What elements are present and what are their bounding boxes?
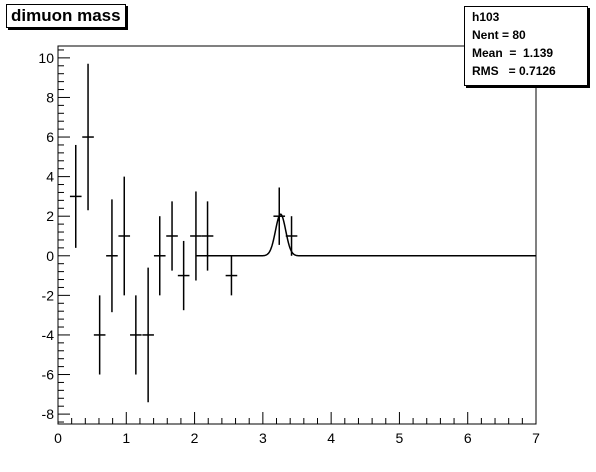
x-tick-label: 0 bbox=[54, 430, 62, 446]
data-point bbox=[273, 187, 286, 245]
data-point bbox=[166, 201, 178, 271]
y-tick-label: 10 bbox=[38, 50, 54, 66]
histogram-title: dimuon mass bbox=[6, 4, 126, 28]
axes: 0 1 2 3 4 5 6 7 -8 -6 -4 -2 0 2 4 6 8 10 bbox=[38, 46, 540, 446]
y-tick-label: -4 bbox=[42, 327, 55, 343]
data-point bbox=[201, 201, 214, 271]
data-point bbox=[106, 199, 118, 313]
x-tick-label: 6 bbox=[464, 430, 472, 446]
x-tick-label: 3 bbox=[259, 430, 267, 446]
stats-entries: Nent = 80 bbox=[472, 28, 526, 42]
y-tick-label: -2 bbox=[42, 287, 55, 303]
y-tick-label: -6 bbox=[42, 367, 55, 383]
x-tick-label: 4 bbox=[327, 430, 335, 446]
data-point bbox=[285, 216, 298, 256]
x-tick-label: 1 bbox=[122, 430, 130, 446]
y-tick-label: 0 bbox=[46, 248, 54, 264]
y-tick-label: 4 bbox=[46, 169, 54, 185]
y-tick-label: 8 bbox=[46, 89, 54, 105]
data-point bbox=[225, 255, 238, 296]
x-tick-label: 5 bbox=[396, 430, 404, 446]
data-point bbox=[82, 63, 94, 211]
data-point bbox=[93, 295, 106, 375]
stats-rms: RMS = 0.7126 bbox=[472, 64, 556, 78]
gaussian-fit-curve bbox=[195, 213, 536, 257]
data-point bbox=[190, 191, 202, 281]
x-tick-label: 7 bbox=[532, 430, 540, 446]
data-point bbox=[153, 216, 166, 296]
y-tick-label: -8 bbox=[42, 406, 55, 422]
data-point bbox=[69, 144, 82, 248]
data-point bbox=[142, 267, 154, 403]
data-points bbox=[69, 63, 298, 403]
x-tick-label: 2 bbox=[191, 430, 199, 446]
plot-frame bbox=[57, 45, 537, 425]
stats-mean: Mean = 1.139 bbox=[472, 46, 554, 60]
data-point bbox=[118, 176, 131, 296]
stats-box: h103 Nent = 80 Mean = 1.139 RMS = 0.7126 bbox=[464, 6, 588, 86]
y-tick-label: 6 bbox=[46, 129, 54, 145]
stats-histogram-name: h103 bbox=[472, 10, 500, 24]
data-point bbox=[177, 240, 190, 311]
data-point bbox=[130, 295, 142, 375]
y-tick-label: 2 bbox=[46, 208, 54, 224]
